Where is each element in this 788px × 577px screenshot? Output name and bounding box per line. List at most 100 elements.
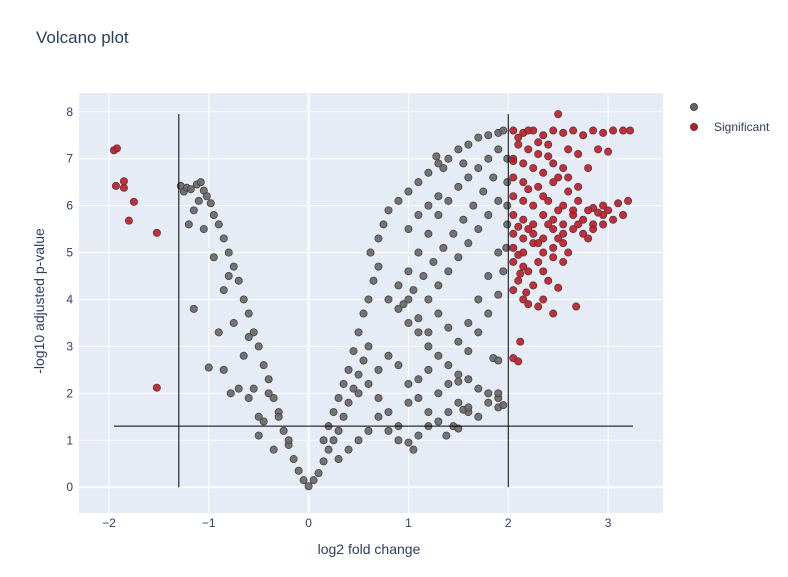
data-point-significant: [124, 216, 133, 225]
data-point-significant: [559, 164, 568, 173]
data-point-not-significant: [294, 466, 303, 475]
data-point-significant: [574, 196, 583, 205]
data-point-not-significant: [354, 370, 363, 379]
data-point-not-significant: [384, 206, 393, 215]
data-point-not-significant: [414, 394, 423, 403]
data-point-not-significant: [404, 295, 413, 304]
data-point-not-significant: [199, 225, 208, 234]
data-point-significant: [549, 243, 558, 252]
data-point-not-significant: [219, 365, 228, 374]
data-point-not-significant: [229, 318, 238, 327]
data-point-not-significant: [424, 168, 433, 177]
data-point-not-significant: [379, 220, 388, 229]
data-point-not-significant: [489, 173, 498, 182]
data-point-significant: [519, 262, 528, 271]
data-point-not-significant: [494, 248, 503, 257]
x-tick-label: 0: [305, 516, 312, 530]
data-point-not-significant: [424, 408, 433, 417]
data-point-significant: [529, 229, 538, 238]
data-point-not-significant: [432, 152, 441, 161]
data-point-not-significant: [444, 267, 453, 276]
data-point-not-significant: [464, 173, 473, 182]
x-tick-labels: −2 −1 0 1 2 3: [102, 516, 612, 530]
data-point-significant: [509, 157, 518, 166]
data-point-not-significant: [444, 196, 453, 205]
data-point-not-significant: [219, 286, 228, 295]
data-point-not-significant: [354, 389, 363, 398]
data-point-significant: [549, 225, 558, 234]
data-point-not-significant: [259, 417, 268, 426]
data-point-not-significant: [224, 272, 233, 281]
data-point-significant: [626, 126, 635, 135]
legend-label-significant[interactable]: Significant: [714, 120, 770, 134]
data-point-not-significant: [339, 379, 348, 388]
data-point-not-significant: [239, 295, 248, 304]
data-point-not-significant: [454, 370, 463, 379]
data-point-not-significant: [204, 363, 213, 372]
data-point-not-significant: [409, 286, 418, 295]
data-point-not-significant: [454, 253, 463, 262]
data-point-significant: [559, 229, 568, 238]
data-point-significant: [529, 281, 538, 290]
data-point-significant: [539, 267, 548, 276]
x-tick-label: 2: [505, 516, 512, 530]
data-point-significant: [516, 269, 525, 278]
data-point-not-significant: [394, 281, 403, 290]
data-point-not-significant: [319, 436, 328, 445]
data-point-significant: [564, 145, 573, 154]
data-point-not-significant: [503, 201, 512, 210]
data-point-not-significant: [474, 412, 483, 421]
data-point-not-significant: [234, 384, 243, 393]
data-point-not-significant: [249, 328, 258, 337]
data-point-significant: [604, 147, 613, 156]
legend[interactable]: Significant: [690, 103, 771, 135]
legend-marker-significant[interactable]: [690, 123, 698, 131]
data-point-not-significant: [442, 431, 451, 440]
x-axis-title: log2 fold change: [318, 541, 421, 557]
data-point-significant: [554, 206, 563, 215]
data-point-significant: [524, 145, 533, 154]
data-point-not-significant: [484, 272, 493, 281]
data-point-not-significant: [304, 482, 313, 491]
data-point-significant: [524, 185, 533, 194]
data-point-significant: [509, 229, 518, 238]
data-point-not-significant: [429, 257, 438, 266]
data-point-not-significant: [334, 455, 343, 464]
data-point-not-significant: [196, 178, 205, 187]
data-point-significant: [549, 215, 558, 224]
data-point-not-significant: [454, 145, 463, 154]
data-point-not-significant: [384, 408, 393, 417]
data-point-not-significant: [414, 375, 423, 384]
data-point-significant: [514, 276, 523, 285]
data-point-significant: [119, 177, 128, 186]
data-point-significant: [574, 150, 583, 159]
data-point-significant: [564, 187, 573, 196]
data-point-significant: [589, 225, 598, 234]
data-point-not-significant: [414, 248, 423, 257]
data-point-significant: [111, 181, 120, 190]
threshold-lines: [113, 114, 634, 488]
data-point-not-significant: [229, 262, 238, 271]
data-point-not-significant: [269, 445, 278, 454]
data-point-not-significant: [184, 220, 193, 229]
data-point-significant: [604, 206, 613, 215]
data-point-significant: [549, 178, 558, 187]
data-point-not-significant: [364, 342, 373, 351]
data-point-significant: [554, 234, 563, 243]
data-point-not-significant: [364, 379, 373, 388]
data-point-significant: [152, 383, 161, 392]
data-point-significant: [559, 220, 568, 229]
data-point-not-significant: [339, 412, 348, 421]
data-point-significant: [519, 178, 528, 187]
data-point-significant: [539, 295, 548, 304]
data-point-significant: [594, 145, 603, 154]
data-point-not-significant: [494, 290, 503, 299]
data-point-not-significant: [474, 225, 483, 234]
data-point-not-significant: [394, 361, 403, 370]
data-point-significant: [554, 283, 563, 292]
data-point-significant: [569, 225, 578, 234]
data-point-not-significant: [374, 365, 383, 374]
data-point-not-significant: [374, 394, 383, 403]
data-point-not-significant: [359, 356, 368, 365]
legend-marker-not-significant[interactable]: [690, 103, 698, 111]
